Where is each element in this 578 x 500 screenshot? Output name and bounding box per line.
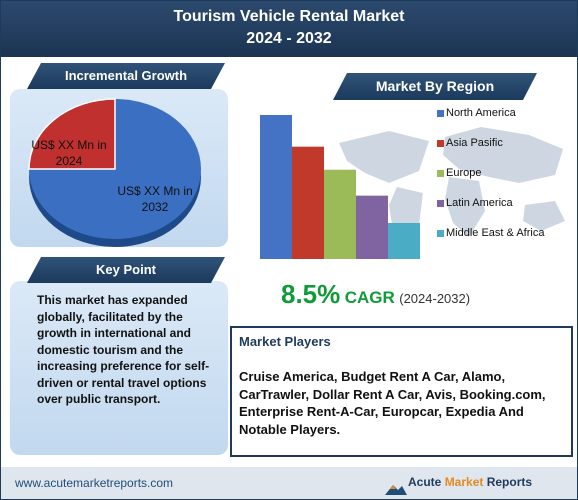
- logo-word-market: Market: [444, 475, 484, 489]
- incremental-growth-pie: [28, 98, 201, 247]
- legend-swatch: [437, 170, 444, 177]
- legend-label: North America: [446, 107, 516, 119]
- legend-label: Europe: [446, 167, 482, 179]
- legend-label: Middle East & Africa: [446, 227, 545, 239]
- market-by-region-banner: Market By Region: [333, 73, 537, 100]
- footer: www.acutemarketreports.com Acute Market …: [1, 467, 577, 499]
- bar-north-america: [260, 115, 292, 259]
- legend-swatch: [437, 110, 444, 117]
- cagr-label: CAGR: [344, 288, 395, 307]
- cagr-period: (2024-2032): [399, 291, 471, 306]
- legend-swatch: [437, 200, 444, 207]
- legend-label: Asia Pasific: [446, 137, 503, 149]
- bar-latin-america: [356, 195, 388, 259]
- report-period: 2024 - 2032: [246, 30, 332, 47]
- logo-word-reports: Reports: [486, 475, 533, 489]
- key-point-text: This market has expanded globally, facil…: [37, 293, 210, 406]
- market-players-title: Market Players: [239, 334, 331, 349]
- market-players-box: Market Players Cruise America, Budget Re…: [230, 326, 573, 457]
- world-map-icon: [339, 127, 565, 249]
- legend-label: Latin America: [446, 197, 513, 209]
- key-point-banner: Key Point: [27, 257, 225, 283]
- pie-slice-2024: [28, 98, 116, 170]
- brand-logo: Acute Market Reports: [408, 475, 532, 489]
- logo-mountain-icon: [385, 485, 407, 495]
- website-link[interactable]: www.acutemarketreports.com: [15, 476, 174, 490]
- report-title: Tourism Vehicle Rental Market: [173, 8, 405, 25]
- cagr-value: 8.5%: [281, 279, 341, 309]
- region-bar-chart: [260, 115, 420, 259]
- pie-label-2024: US$ XX Mn in 2024: [31, 138, 107, 168]
- bar-middle-east-africa: [388, 223, 420, 259]
- incremental-growth-banner: Incremental Growth: [27, 63, 225, 89]
- market-players-list: Cruise America, Budget Rent A Car, Alamo…: [239, 369, 546, 437]
- cagr-readout: 8.5% CAGR (2024-2032): [281, 279, 541, 310]
- logo-word-acute: Acute: [408, 475, 442, 489]
- key-point-panel: [10, 281, 228, 455]
- bar-asia-pasific: [292, 146, 324, 259]
- legend-swatch: [437, 230, 444, 237]
- header: Tourism Vehicle Rental Market 2024 - 203…: [1, 1, 577, 57]
- legend-swatch: [437, 140, 444, 147]
- bar-europe: [324, 169, 356, 259]
- pie-label-2032: US$ XX Mn in 2032: [117, 184, 193, 214]
